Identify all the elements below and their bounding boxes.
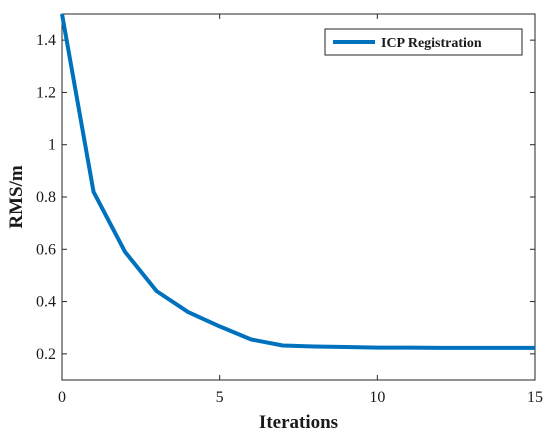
legend: ICP Registration <box>324 28 523 56</box>
x-tick-label: 15 <box>527 389 543 406</box>
y-tick-label: 0.6 <box>36 241 56 258</box>
plot-area <box>61 13 536 381</box>
y-tick-label: 0.8 <box>36 189 56 206</box>
y-tick-label: 0.2 <box>36 346 56 363</box>
x-tick-label: 5 <box>216 389 224 406</box>
x-axis: 0 5 10 15 <box>58 14 543 406</box>
y-axis-title: RMS/m <box>6 165 27 229</box>
y-tick-label: 1.2 <box>36 84 56 101</box>
x-tick-label: 10 <box>369 389 385 406</box>
series-layer <box>60 13 535 350</box>
series-line-0 <box>60 13 535 350</box>
y-tick-label: 0.4 <box>36 294 56 311</box>
legend-label: ICP Registration <box>381 36 482 51</box>
x-tick-label: 0 <box>58 389 66 406</box>
y-axis: 0.2 0.4 0.6 0.8 1 1.2 1.4 <box>36 32 535 363</box>
x-axis-title: Iterations <box>259 412 338 433</box>
y-tick-label: 1 <box>48 137 56 154</box>
y-tick-label: 1.4 <box>36 32 56 49</box>
